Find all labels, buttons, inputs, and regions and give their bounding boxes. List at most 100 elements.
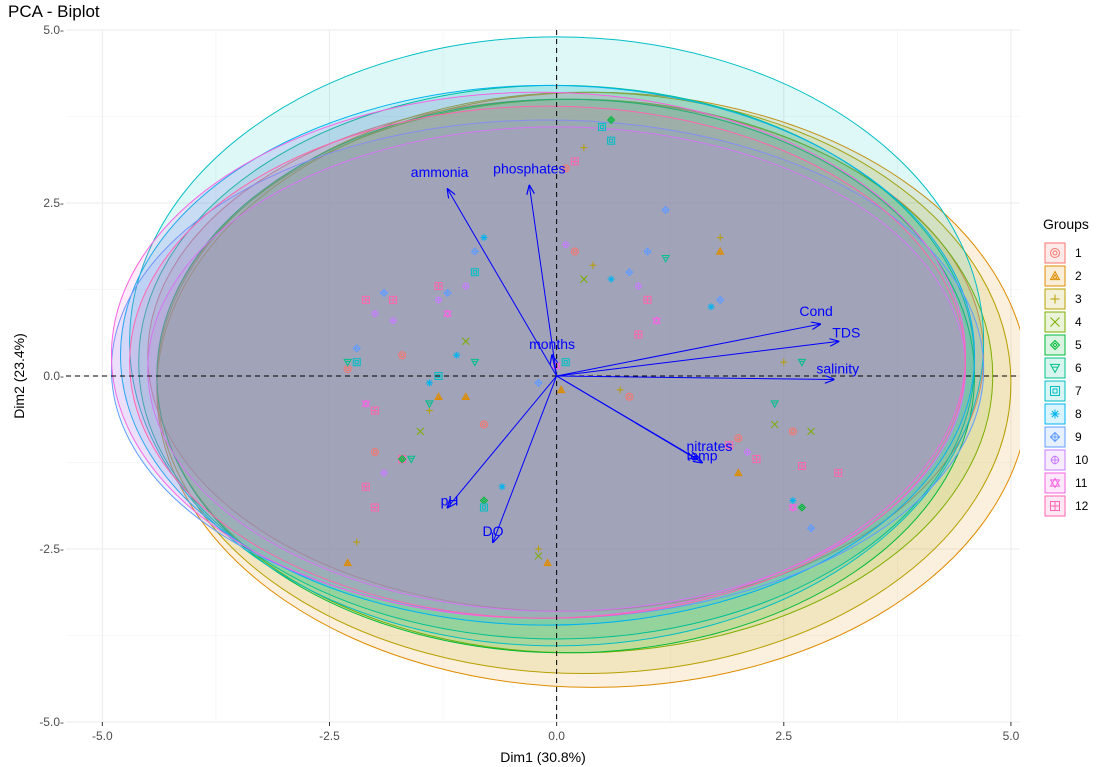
loading-label-tds: TDS — [832, 324, 860, 340]
legend-label-7: 7 — [1075, 384, 1082, 398]
point-group-12 — [752, 455, 761, 464]
point-group-10 — [371, 310, 379, 318]
point-group-7 — [598, 122, 607, 131]
point-group-3 — [780, 358, 788, 366]
loading-label-ammonia: ammonia — [411, 164, 469, 180]
point-group-5 — [797, 503, 807, 512]
point-group-3 — [534, 545, 542, 553]
x-tick-label: -5.0 — [92, 729, 113, 743]
point-group-6 — [343, 358, 353, 367]
legend-symbol-7 — [1050, 386, 1060, 396]
point-group-7 — [470, 268, 479, 277]
point-group-7 — [479, 503, 488, 512]
point-group-12 — [725, 441, 734, 450]
point-group-12 — [634, 330, 643, 339]
ellipse-group-8 — [120, 84, 976, 626]
point-group-11 — [443, 309, 452, 319]
legend-symbol-5 — [1049, 339, 1061, 351]
point-group-6 — [661, 255, 671, 263]
point-group-2 — [434, 392, 443, 401]
point-group-9 — [715, 295, 725, 305]
loading-label-salinity: salinity — [816, 360, 859, 376]
loading-label-phosphates: phosphates — [493, 161, 565, 177]
legend-symbol-1 — [1050, 248, 1060, 258]
y-tick-label: -2.5- — [39, 542, 64, 556]
loading-arrow-phosphates — [529, 186, 558, 377]
point-group-8 — [498, 483, 506, 491]
point-group-4 — [461, 337, 470, 346]
point-group-1 — [734, 434, 743, 443]
point-group-9 — [625, 267, 634, 277]
point-group-3 — [425, 407, 433, 415]
loading-label-cond: Cond — [799, 303, 832, 319]
legend-symbol-12 — [1050, 501, 1060, 511]
point-group-1 — [561, 164, 570, 173]
point-group-8 — [707, 303, 715, 311]
point-group-12 — [834, 468, 843, 477]
point-group-1 — [788, 427, 797, 436]
point-group-8 — [453, 351, 461, 359]
point-group-10 — [743, 448, 751, 456]
point-group-9 — [534, 378, 543, 388]
point-group-10 — [380, 469, 388, 477]
point-group-2 — [733, 468, 743, 477]
y-axis-title: Dim2 (23.4%) — [11, 333, 27, 419]
point-group-7 — [561, 358, 570, 367]
point-group-2 — [343, 558, 353, 567]
x-axis-title: Dim1 (30.8%) — [500, 749, 586, 765]
point-group-9 — [643, 247, 652, 256]
point-group-2 — [461, 392, 471, 401]
legend-label-9: 9 — [1075, 430, 1082, 444]
point-group-11 — [361, 399, 371, 409]
loading-arrow-salinity — [556, 376, 834, 379]
point-group-6 — [406, 455, 416, 464]
point-group-10 — [634, 282, 642, 290]
point-group-3 — [716, 234, 724, 242]
point-group-8 — [480, 234, 488, 242]
legend-symbol-9 — [1049, 431, 1061, 443]
point-group-9 — [661, 205, 670, 215]
point-group-4 — [770, 420, 779, 429]
point-group-4 — [807, 427, 815, 436]
point-group-11 — [652, 316, 661, 326]
observation-points — [343, 115, 843, 567]
loading-arrow-ammonia — [448, 189, 558, 377]
x-tick-label: 2.5 — [775, 729, 792, 743]
legend-label-11: 11 — [1075, 476, 1088, 490]
point-group-1 — [570, 247, 579, 256]
legend-symbol-4 — [1050, 317, 1060, 327]
legend-label-2: 2 — [1075, 269, 1082, 283]
loading-label-ph: pH — [441, 492, 459, 508]
loading-label-do: DO — [483, 523, 504, 539]
point-group-12 — [570, 157, 579, 166]
loading-arrow-do — [493, 375, 558, 542]
point-group-6 — [770, 400, 780, 409]
point-group-9 — [379, 288, 389, 298]
legend-label-6: 6 — [1075, 361, 1082, 375]
point-group-9 — [443, 288, 452, 298]
point-group-3 — [353, 538, 361, 546]
legend-label-5: 5 — [1075, 338, 1082, 352]
legend-key-11 — [1044, 472, 1066, 494]
loading-label-temp: temp — [686, 448, 717, 464]
point-group-4 — [416, 427, 425, 436]
loading-label-months: months — [529, 336, 575, 352]
point-group-10 — [462, 282, 470, 290]
point-group-5 — [606, 115, 616, 125]
point-group-11 — [788, 502, 798, 512]
chart-title: PCA - Biplot — [8, 2, 100, 21]
point-group-1 — [625, 392, 634, 401]
point-group-8 — [425, 379, 433, 387]
point-group-8 — [607, 275, 615, 283]
legend-key-5 — [1044, 334, 1066, 356]
point-group-3 — [589, 261, 597, 269]
point-group-10 — [562, 241, 570, 249]
point-group-12 — [389, 295, 398, 304]
loading-arrow-tds — [556, 341, 839, 377]
point-group-3 — [580, 144, 588, 152]
legend-label-1: 1 — [1075, 246, 1082, 260]
legend-label-12: 12 — [1075, 499, 1089, 513]
legend-key-2 — [1044, 265, 1066, 287]
